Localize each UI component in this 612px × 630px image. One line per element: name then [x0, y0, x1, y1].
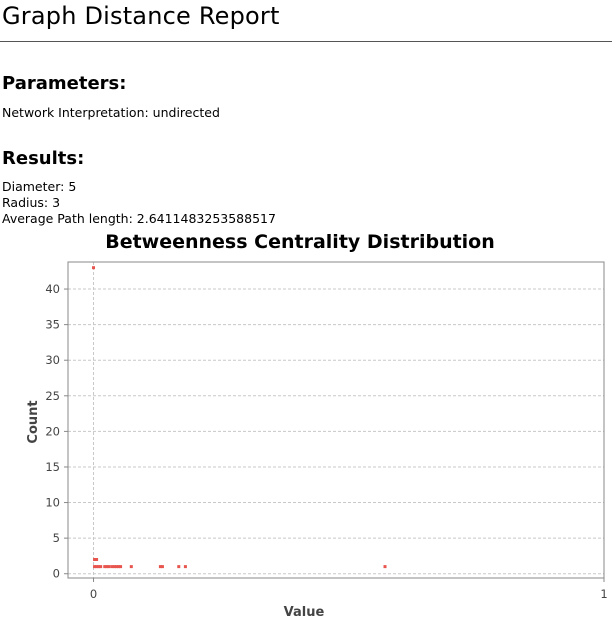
data-point — [110, 565, 114, 569]
data-point — [114, 565, 118, 569]
chart-grid — [68, 262, 605, 578]
y-tick-label: 40 — [45, 282, 60, 296]
parameters-heading: Parameters: — [2, 73, 127, 94]
data-point — [112, 565, 116, 569]
results-heading: Results: — [2, 148, 85, 169]
data-points — [92, 266, 387, 569]
x-axis-label: Value — [284, 605, 325, 620]
x-tick-label: 0 — [90, 587, 97, 601]
betweenness-centrality-chart: Betweenness Centrality Distribution 0510… — [26, 231, 608, 620]
data-point — [92, 266, 96, 270]
x-tick-label: 1 — [600, 587, 607, 601]
data-point — [93, 565, 97, 569]
y-tick-label: 15 — [45, 460, 60, 474]
data-point — [383, 565, 387, 569]
data-point — [93, 557, 97, 561]
data-point — [107, 565, 111, 569]
data-point — [117, 565, 121, 569]
data-point — [97, 565, 101, 569]
y-axis-label: Count — [26, 400, 41, 443]
chart-title: Betweenness Centrality Distribution — [105, 231, 495, 253]
y-tick-label: 0 — [53, 567, 60, 581]
data-point — [105, 565, 109, 569]
y-tick-label: 25 — [45, 389, 60, 403]
data-point — [160, 565, 164, 569]
data-point — [129, 565, 133, 569]
data-point — [177, 565, 181, 569]
report-title: Graph Distance Report — [2, 2, 280, 30]
radius-text: Radius: 3 — [2, 195, 61, 210]
data-point — [158, 565, 162, 569]
plot-area — [67, 261, 605, 579]
y-tick-label: 20 — [45, 424, 60, 438]
data-point — [99, 565, 103, 569]
diameter-text: Diameter: 5 — [2, 179, 77, 194]
y-axis: 0 5 10 15 20 25 30 35 40 — [45, 282, 68, 581]
y-tick-label: 35 — [45, 318, 60, 332]
network-interpretation-text: Network Interpretation: undirected — [2, 105, 220, 120]
y-tick-label: 10 — [45, 496, 60, 510]
average-path-length-text: Average Path length: 2.6411483253588517 — [2, 211, 276, 226]
data-point — [95, 557, 99, 561]
y-tick-label: 30 — [45, 353, 60, 367]
y-tick-label: 5 — [53, 531, 60, 545]
data-point — [103, 565, 107, 569]
title-divider — [0, 41, 612, 42]
data-point — [95, 565, 99, 569]
data-point — [183, 565, 187, 569]
data-point — [119, 565, 123, 569]
